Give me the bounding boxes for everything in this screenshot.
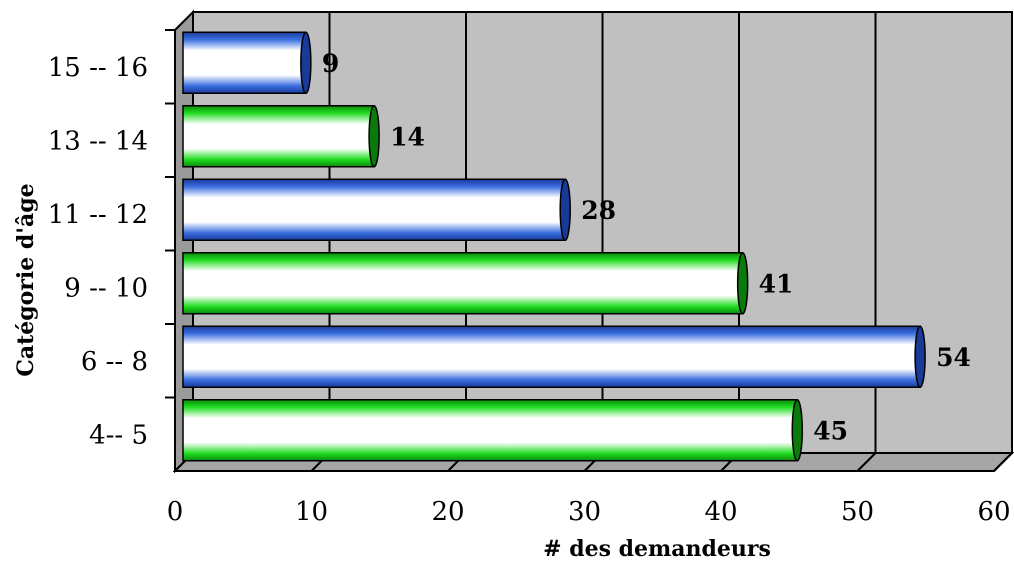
bar (182, 325, 926, 388)
data-labels: 45 54 41 28 14 9 (322, 49, 971, 446)
bar-end-cap (559, 178, 571, 241)
y-tick-labels: 4-- 5 6 -- 8 9 -- 10 11 -- 12 13 -- 14 15 -- … (48, 53, 148, 451)
bar-body (182, 325, 921, 388)
y-tick-label: 4-- 5 (89, 420, 148, 450)
data-label: 45 (813, 416, 848, 445)
bar-end-cap (300, 31, 312, 94)
bar (182, 178, 571, 241)
floor-tick-line (993, 452, 1013, 472)
y-axis-title: Catégorie d'âge (13, 183, 39, 376)
bar (182, 252, 749, 315)
bar-end-cap (736, 252, 749, 315)
bar-body (182, 399, 798, 462)
bar (182, 105, 380, 168)
bar (182, 31, 312, 94)
bar-end-cap (368, 105, 380, 168)
y-tick-label: 13 -- 14 (48, 126, 148, 156)
bar-end-cap (914, 325, 926, 388)
x-axis-title: # des demandeurs (543, 536, 771, 562)
x-tick-label: 60 (977, 497, 1010, 527)
bar (182, 399, 803, 462)
data-label: 41 (759, 269, 794, 298)
x-tick-label: 40 (704, 497, 737, 527)
y-tick-label: 11 -- 12 (48, 200, 148, 230)
x-tick-label: 20 (431, 497, 464, 527)
y-tick-label: 6 -- 8 (81, 347, 148, 377)
bar-body (182, 31, 307, 94)
x-tick-label: 50 (841, 497, 874, 527)
x-tick-labels: 0 10 20 30 40 50 60 (167, 497, 1011, 527)
x-tick-label: 30 (568, 497, 601, 527)
x-tick-label: 10 (295, 497, 328, 527)
bar-body (182, 178, 566, 241)
data-label: 28 (581, 196, 616, 225)
bar-end-cap (791, 399, 803, 462)
bar-body (182, 105, 375, 168)
bars (182, 31, 926, 462)
y-tick-label: 15 -- 16 (48, 53, 148, 83)
data-label: 54 (936, 343, 971, 372)
data-label: 9 (322, 49, 339, 78)
floor-tick-line (856, 452, 877, 472)
y-tick-label: 9 -- 10 (64, 273, 148, 303)
bar-body (182, 252, 744, 315)
axis-ticks (165, 29, 175, 399)
data-label: 14 (390, 122, 425, 151)
x-tick-label: 0 (167, 497, 184, 527)
